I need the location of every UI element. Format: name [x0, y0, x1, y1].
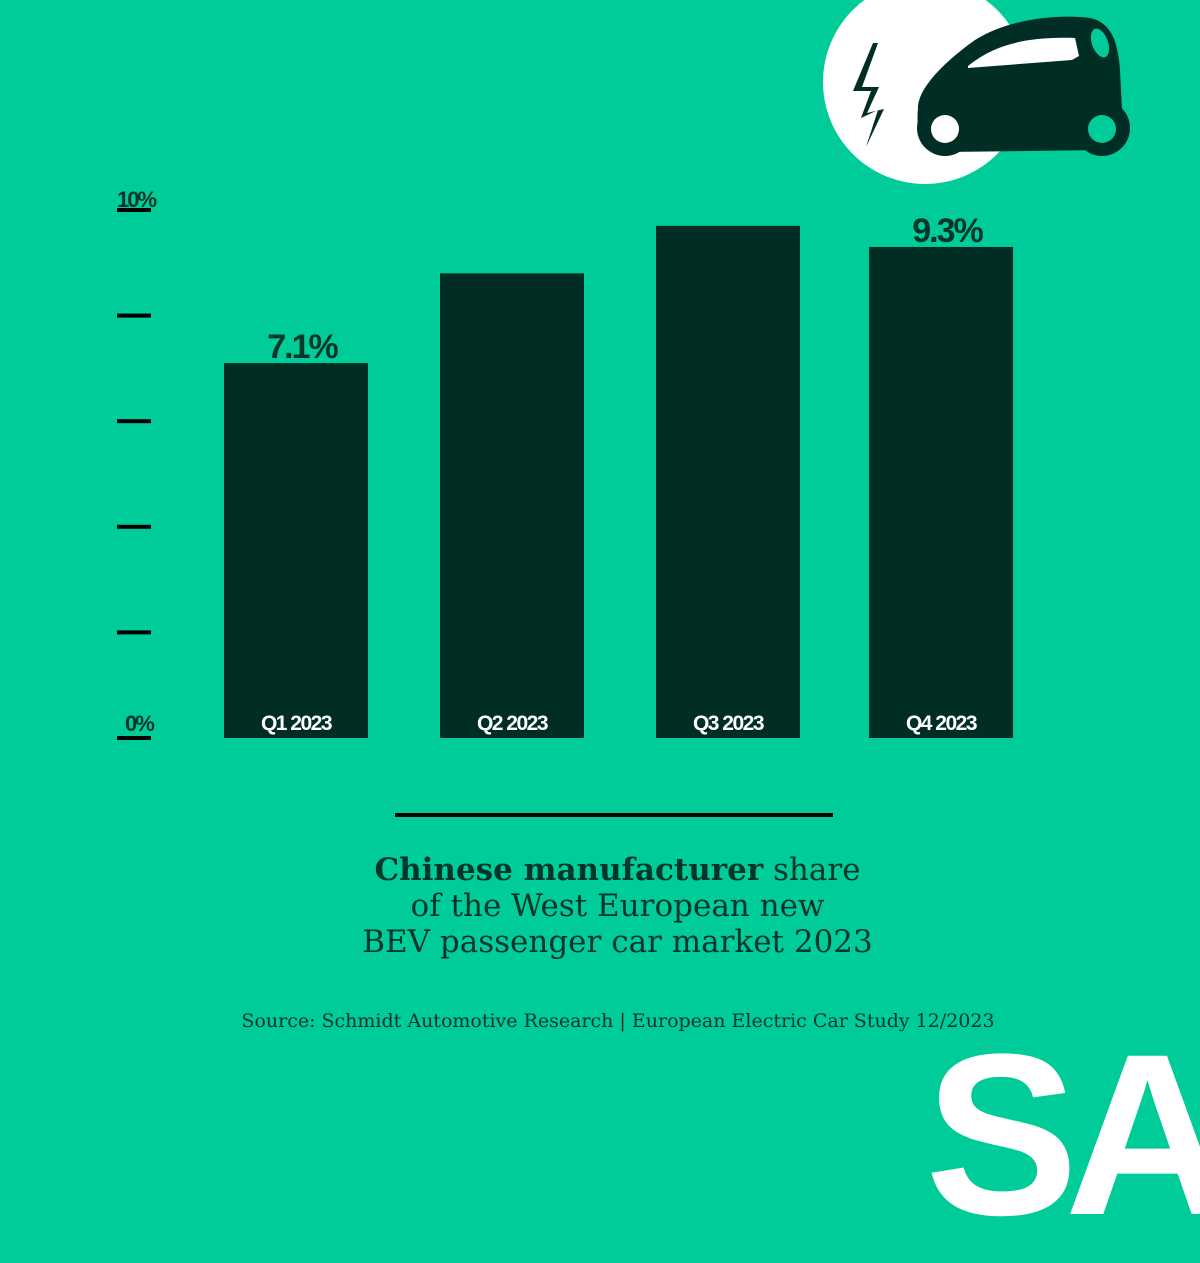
title-line-3: BEV passenger car market 2023: [362, 924, 873, 960]
y-tick: [117, 208, 151, 212]
y-tick: [117, 630, 151, 635]
y-tick: [117, 524, 151, 529]
title-line-1: share: [763, 852, 861, 888]
x-tick-label: Q3 2023: [693, 712, 764, 735]
x-tick-label: Q1 2023: [261, 712, 332, 735]
divider-line: [395, 813, 833, 817]
bar: [656, 225, 800, 739]
bar: [440, 273, 584, 738]
bar: [869, 246, 1013, 738]
data-label: 9.3%: [912, 212, 983, 250]
y-tick: [117, 736, 151, 740]
data-label: 7.1%: [267, 328, 338, 366]
bar-chart: 0% 10% Q1 2023 7.1% Q2 2023 Q3 2023 Q4 2023 9.…: [117, 0, 1130, 817]
y-tick: [117, 419, 151, 424]
lightning-bolt-icon: [853, 43, 884, 147]
y-tick: [117, 313, 151, 318]
title-bold: Chinese manufacturer: [374, 852, 764, 888]
chart-title: Chinese manufacturer share of the West E…: [0, 852, 1200, 960]
sa-logo: SA: [925, 1006, 1200, 1263]
car-icon: [917, 16, 1130, 156]
y-tick-label: 10%: [117, 187, 156, 212]
x-tick-label: Q4 2023: [906, 712, 977, 735]
source-note: Source: Schmidt Automotive Research | Eu…: [241, 1010, 995, 1032]
x-tick-label: Q2 2023: [477, 712, 548, 735]
ev-icon: [823, 0, 1130, 184]
y-tick-label: 0%: [125, 711, 154, 736]
bar: [224, 363, 368, 738]
title-line-2: of the West European new: [410, 888, 825, 924]
